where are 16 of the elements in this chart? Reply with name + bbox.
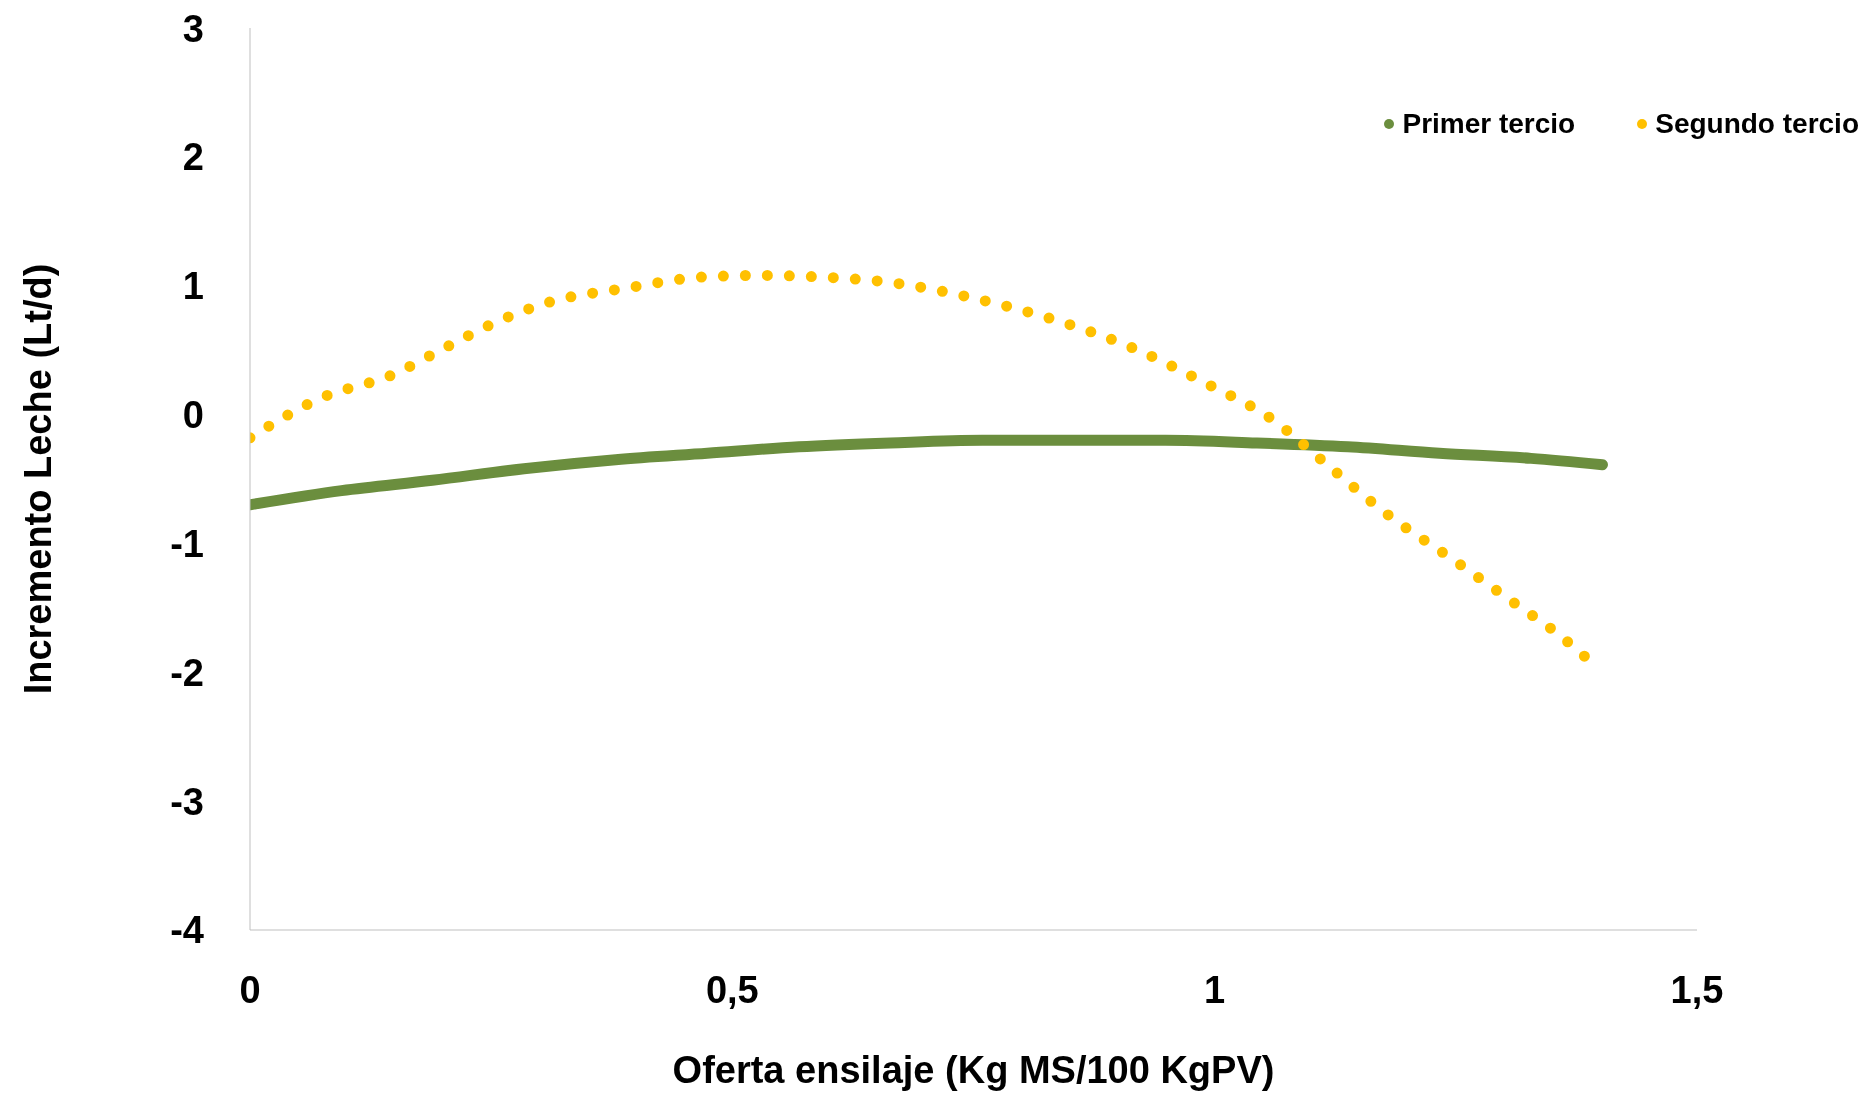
y-tick-label: 1 [182,265,204,308]
y-tick-label: -4 [170,909,204,952]
y-tick-label: 2 [182,136,204,179]
y-tick-label: -2 [170,651,204,694]
y-axis-title: Incremento Leche (Lt/d) [17,263,60,695]
y-tick-label: -1 [170,522,204,565]
legend-label: Primer tercio [1401,108,1576,140]
x-tick-label: 0,5 [705,968,759,1011]
y-tick-label: 0 [182,394,204,437]
x-tick-label: 1,5 [1670,968,1724,1011]
y-tick-label: -3 [170,780,204,823]
y-tick-label: 3 [182,7,204,50]
x-tick-label: 1 [1204,968,1226,1011]
legend-label: Segundo tercio [1654,108,1859,140]
x-axis-title: Oferta ensilaje (Kg MS/100 KgPV) [672,1049,1275,1091]
x-tick-label: 0 [239,968,261,1011]
